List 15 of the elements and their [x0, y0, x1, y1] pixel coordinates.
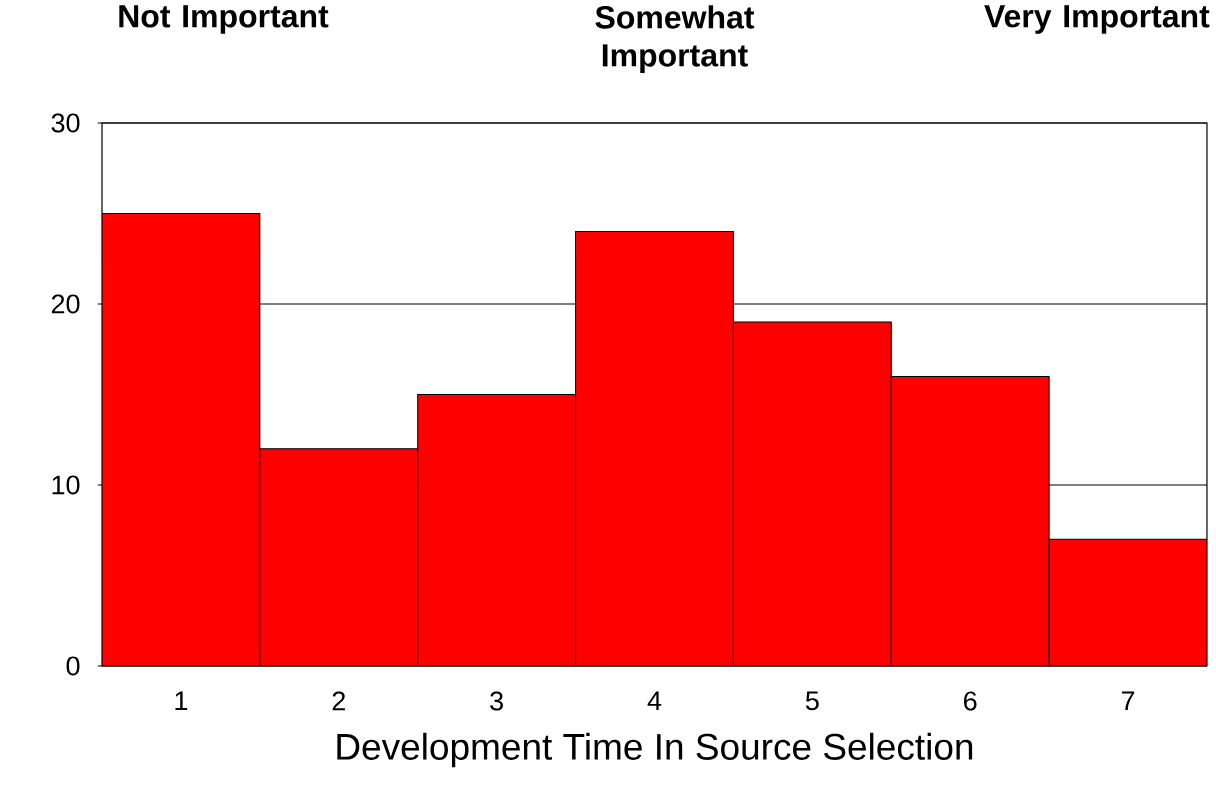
x-tick-label: 6 [964, 691, 977, 711]
text: Somewhat Important [595, 5, 755, 74]
x-tick-label: 2 [332, 691, 345, 711]
y-tick-label: 30 [51, 113, 80, 133]
x-tick-label: 7 [1121, 691, 1135, 711]
x-tick-label: 3 [490, 691, 503, 711]
x-axis-title: Development Time In Source Selection [337, 732, 973, 768]
y-tick-label: 0 [66, 656, 80, 676]
x-tick-label: 1 [175, 691, 188, 711]
y-tick-label: 10 [52, 475, 80, 495]
x-tick-label: 5 [805, 691, 819, 711]
text: Very Important [984, 5, 1210, 34]
y-tick-label: 20 [51, 294, 80, 314]
x-tick-label: 4 [647, 691, 662, 711]
text: Not Important [119, 5, 329, 34]
